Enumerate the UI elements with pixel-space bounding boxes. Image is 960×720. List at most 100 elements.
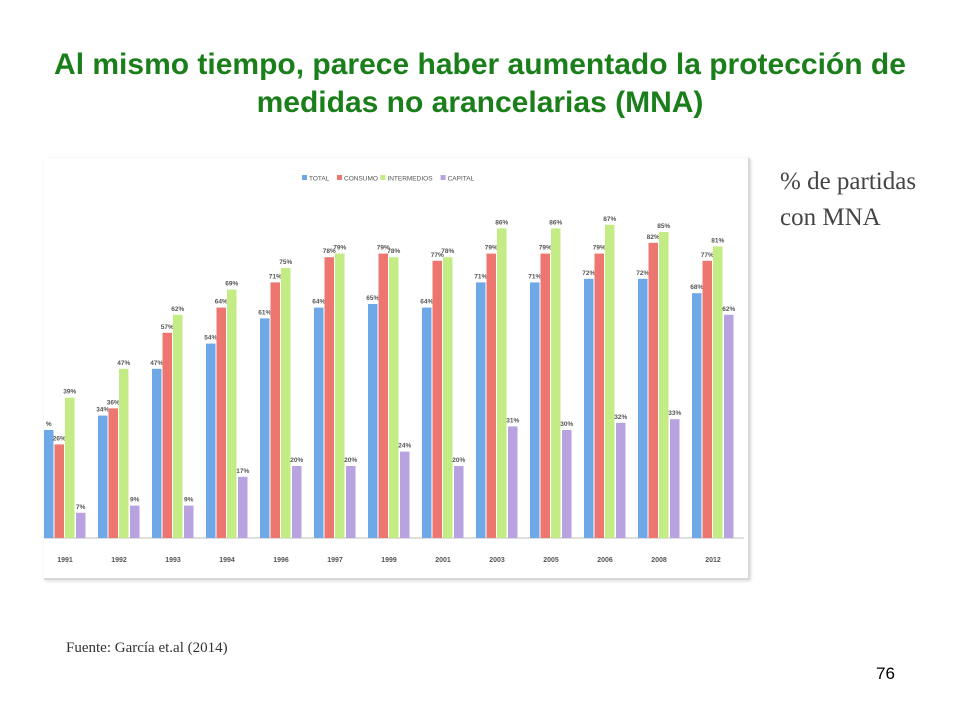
x-tick-label-1991: 1991 (57, 557, 73, 564)
bar-capital-1997 (346, 466, 356, 538)
bar-intermedios-1999 (389, 257, 399, 538)
data-label-total-1996: 61% (258, 309, 271, 316)
data-label-intermedios-2008: 85% (657, 223, 670, 230)
data-label-consumo-1991: 26% (53, 435, 66, 442)
legend-label-capital: CAPITAL (448, 176, 475, 183)
data-label-intermedios-2006: 87% (603, 216, 616, 223)
data-label-intermedios-1991: 39% (63, 389, 76, 396)
data-label-intermedios-1999: 78% (387, 248, 400, 255)
bar-capital-2012 (724, 314, 734, 538)
slide-title: Al mismo tiempo, parece haber aumentado … (54, 48, 906, 119)
bar-consumo-2005 (540, 253, 550, 538)
data-label-intermedios-1997: 79% (333, 245, 346, 252)
x-tick-label-2008: 2008 (651, 557, 667, 564)
bar-consumo-2001 (432, 260, 442, 538)
bar-total-1997 (314, 307, 324, 538)
bar-consumo-2012 (702, 260, 712, 538)
data-label-capital-2003: 31% (506, 417, 519, 424)
x-tick-label-1994: 1994 (219, 557, 235, 564)
legend-label-total: TOTAL (309, 176, 330, 183)
bar-intermedios-1991 (65, 397, 75, 538)
bar-capital-2003 (508, 426, 518, 538)
bar-intermedios-2003 (497, 228, 507, 538)
data-label-total-2008: 72% (636, 270, 649, 277)
data-label-intermedios-2005: 86% (549, 219, 562, 226)
data-label-intermedios-1992: 47% (117, 360, 130, 367)
data-label-intermedios-1994: 69% (225, 281, 238, 288)
data-label-capital-2001: 20% (452, 457, 465, 464)
legend-swatch-intermedios (380, 175, 386, 180)
data-label-intermedios-1996: 75% (279, 259, 292, 266)
bar-consumo-1993 (162, 332, 172, 538)
data-label-consumo-1993: 57% (161, 324, 174, 331)
bar-intermedios-1996 (281, 268, 291, 538)
data-label-intermedios-1993: 62% (171, 306, 184, 313)
data-label-total-1999: 65% (366, 295, 379, 302)
data-label-intermedios-2003: 86% (495, 219, 508, 226)
x-tick-label-1992: 1992 (111, 557, 127, 564)
bar-consumo-2003 (486, 253, 496, 538)
bar-total-2008 (638, 278, 648, 538)
bar-capital-1996 (292, 466, 302, 538)
data-label-intermedios-2012: 81% (711, 237, 724, 244)
data-label-consumo-2003: 79% (485, 245, 498, 252)
bar-intermedios-2006 (605, 224, 615, 539)
data-label-capital-1999: 24% (398, 443, 411, 450)
data-label-total-2005: 71% (528, 273, 541, 280)
bar-consumo-1991 (54, 444, 64, 538)
x-tick-label-2012: 2012 (705, 557, 721, 564)
data-label-capital-1994: 17% (236, 468, 249, 475)
bar-total-2006 (584, 278, 594, 538)
data-label-total-1994: 54% (204, 335, 217, 342)
data-label-total-1993: 47% (150, 360, 163, 367)
legend-label-intermedios: INTERMEDIOS (387, 176, 433, 183)
data-label-capital-1991: 7% (76, 504, 86, 511)
x-tick-label-1997: 1997 (327, 557, 343, 564)
data-label-capital-2006: 32% (614, 414, 627, 421)
data-label-consumo-1999: 79% (377, 245, 390, 252)
bar-intermedios-1992 (119, 368, 129, 538)
bar-capital-2008 (670, 419, 680, 538)
bar-total-1991 (44, 430, 54, 538)
data-label-capital-1992: 9% (130, 497, 140, 504)
data-label-consumo-2008: 82% (647, 234, 660, 241)
data-label-capital-1996: 20% (290, 457, 303, 464)
x-tick-label-1993: 1993 (165, 557, 181, 564)
legend-label-consumo: CONSUMO (344, 176, 378, 183)
bar-consumo-2006 (594, 253, 604, 538)
bar-chart: TOTAL CONSUMO INTERMEDIOS CAPITAL%26% 39% 7% 1… (44, 175, 744, 564)
bar-capital-2005 (562, 430, 572, 538)
bar-intermedios-2001 (443, 257, 453, 538)
bar-intermedios-2005 (551, 228, 561, 538)
data-label-consumo-2001: 77% (431, 252, 444, 259)
bar-intermedios-1997 (335, 253, 345, 538)
bar-total-2001 (422, 307, 432, 538)
data-label-total-2006: 72% (582, 270, 595, 277)
bar-capital-2006 (616, 422, 626, 538)
bar-total-2005 (530, 282, 540, 538)
x-tick-label-1996: 1996 (273, 557, 289, 564)
bar-total-2003 (476, 282, 486, 538)
side-note-line1: % de partidas (780, 168, 917, 195)
data-label-consumo-1997: 78% (323, 248, 336, 255)
page-number: 76 (876, 664, 895, 683)
bar-consumo-1996 (270, 282, 280, 538)
data-label-capital-2005: 30% (560, 421, 573, 428)
x-tick-label-1999: 1999 (381, 557, 397, 564)
x-tick-label-2001: 2001 (435, 557, 451, 564)
data-label-capital-2012: 62% (722, 306, 735, 313)
bar-total-1999 (368, 304, 378, 538)
side-note-line2: con MNA (780, 204, 881, 231)
data-label-consumo-1992: 36% (107, 399, 120, 406)
data-label-total-1992: 34% (96, 407, 109, 414)
bar-total-1992 (98, 415, 108, 538)
x-tick-label-2003: 2003 (489, 557, 505, 564)
bar-capital-1991 (76, 512, 86, 538)
bar-consumo-1992 (108, 408, 118, 538)
data-label-consumo-2005: 79% (539, 245, 552, 252)
x-tick-label-2005: 2005 (543, 557, 559, 564)
data-label-capital-1993: 9% (184, 497, 194, 504)
x-tick-label-2006: 2006 (597, 557, 613, 564)
data-label-consumo-2012: 77% (701, 252, 714, 259)
chart-container: TOTAL CONSUMO INTERMEDIOS CAPITAL% 26% 39% 7% 1… (44, 158, 750, 580)
